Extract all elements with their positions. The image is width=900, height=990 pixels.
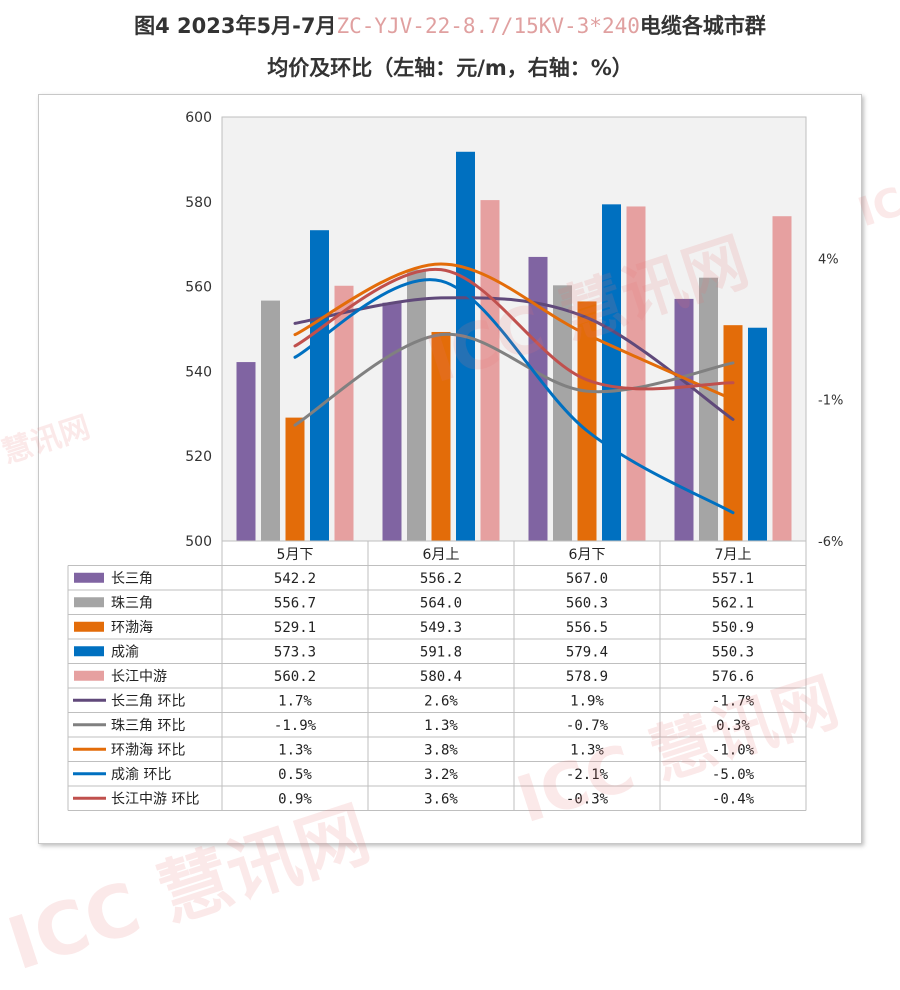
bar: [261, 300, 280, 541]
bar: [407, 269, 426, 541]
left-axis-tick-label: 520: [185, 449, 212, 465]
title-suffix: 电缆各城市群: [639, 14, 766, 38]
data-label: 549.3: [420, 620, 462, 636]
bar: [334, 285, 354, 541]
legend-label: 珠三角 环比: [111, 718, 185, 734]
data-label: -0.4%: [712, 791, 755, 807]
data-label: 1.3%: [424, 718, 458, 734]
data-label: 557.1: [712, 571, 754, 587]
category-label: 6月下: [569, 547, 606, 563]
bar: [236, 362, 256, 541]
data-label: 560.3: [566, 595, 608, 611]
bar: [577, 301, 597, 541]
bar: [480, 200, 500, 541]
data-label: -0.3%: [566, 791, 609, 807]
chart-title-line-2: 均价及环比（左轴：元/m，右轴：%）: [267, 56, 633, 80]
chart-title-line-1: 图4 2023年5月-7月ZC-YJV-22-8.7/15KV-3*240电缆各…: [0, 10, 900, 40]
legend-label: 长江中游 环比: [111, 791, 199, 807]
data-label: 1.9%: [570, 693, 604, 709]
legend-swatch: [74, 597, 104, 608]
data-label: 560.2: [274, 669, 316, 685]
data-label: 578.9: [566, 669, 608, 685]
bar: [310, 230, 329, 541]
title-product-code: ZC-YJV-22-8.7/15KV-3*240: [336, 14, 640, 38]
bar: [528, 256, 548, 541]
data-label: 1.7%: [278, 693, 312, 709]
data-label: -1.7%: [712, 693, 755, 709]
data-label: 591.8: [420, 644, 462, 660]
data-label: 556.5: [566, 620, 608, 636]
data-label: 550.3: [712, 644, 754, 660]
bar: [723, 325, 743, 541]
legend-label: 长江中游: [111, 669, 167, 685]
series-line: [293, 262, 735, 402]
data-label: 3.2%: [424, 767, 458, 783]
legend-label: 成渝: [111, 644, 139, 660]
data-label: 579.4: [566, 644, 608, 660]
left-axis-tick-label: 560: [185, 280, 212, 296]
bar: [699, 277, 718, 541]
right-axis-tick-label: -6%: [818, 535, 843, 550]
data-label: 550.9: [712, 620, 754, 636]
data-label: 556.7: [274, 595, 316, 611]
data-label: 1.3%: [278, 742, 312, 758]
data-label: 542.2: [274, 571, 316, 587]
legend-label: 成渝 环比: [111, 767, 171, 783]
data-label: 2.6%: [424, 693, 458, 709]
data-label: 0.9%: [278, 791, 312, 807]
right-axis-tick-label: 4%: [818, 252, 839, 267]
data-label: 0.3%: [716, 718, 750, 734]
legend-swatch: [74, 670, 104, 681]
category-label: 7月上: [715, 547, 752, 563]
data-label: 3.8%: [424, 742, 458, 758]
legend-swatch: [74, 646, 104, 657]
data-label: 564.0: [420, 595, 462, 611]
category-label: 5月下: [277, 547, 314, 563]
legend-swatch: [74, 572, 104, 583]
left-axis-tick-label: 600: [185, 110, 212, 126]
legend-label: 环渤海 环比: [111, 742, 185, 758]
bar: [602, 204, 621, 541]
data-label: -1.0%: [712, 742, 755, 758]
data-label: 0.5%: [278, 767, 312, 783]
legend-label: 长三角 环比: [111, 693, 185, 709]
right-axis-tick-label: -1%: [818, 394, 843, 409]
legend-label: 环渤海: [111, 620, 153, 636]
bar: [674, 298, 694, 541]
data-label: 580.4: [420, 669, 462, 685]
data-label: -2.1%: [566, 767, 609, 783]
data-label: 529.1: [274, 620, 316, 636]
legend-label: 珠三角: [111, 595, 153, 611]
data-label: -5.0%: [712, 767, 755, 783]
legend-swatch: [74, 621, 104, 632]
left-axis-tick-label: 500: [185, 534, 212, 550]
left-axis-tick-label: 540: [185, 364, 212, 380]
bar: [626, 206, 646, 542]
bar: [431, 331, 451, 541]
data-label: 3.6%: [424, 791, 458, 807]
bar: [456, 151, 475, 541]
bar: [553, 285, 572, 541]
series-line: [293, 332, 735, 427]
legend-label: 长三角: [111, 571, 153, 587]
data-label: -1.9%: [274, 718, 317, 734]
data-label: 576.6: [712, 669, 754, 685]
data-label: 1.3%: [570, 742, 604, 758]
data-label: 573.3: [274, 644, 316, 660]
data-label: -0.7%: [566, 718, 609, 734]
title-prefix: 图4 2023年5月-7月: [134, 14, 337, 38]
data-label: 567.0: [566, 571, 608, 587]
series-line: [293, 268, 735, 391]
bar: [748, 327, 767, 541]
chart-canvas: 500 520 540 560 580 600 -6% -1% 4% 5月下 6月上 6月下 7月上长三…: [67, 110, 843, 811]
bar: [382, 302, 402, 541]
data-label: 556.2: [420, 571, 462, 587]
bar: [772, 216, 792, 541]
bar: [285, 417, 305, 541]
left-axis-tick-label: 580: [185, 195, 212, 211]
data-label: 562.1: [712, 595, 754, 611]
category-label: 6月上: [423, 547, 460, 563]
series-line: [293, 278, 735, 515]
